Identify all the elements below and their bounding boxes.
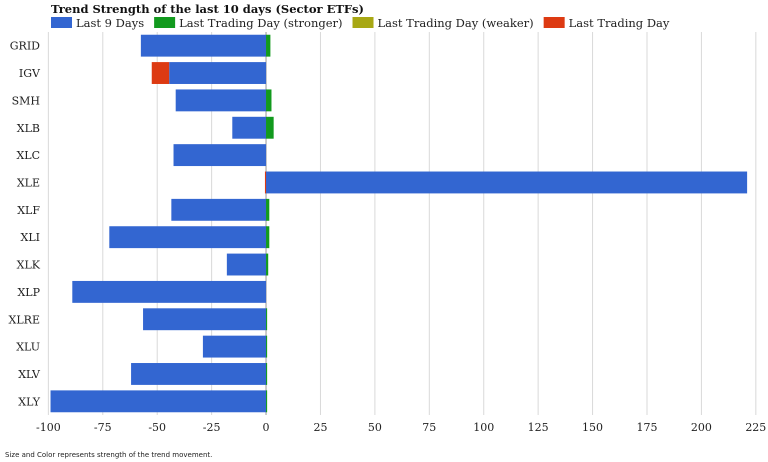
category-label: XLK <box>17 259 41 272</box>
x-tick-label: -25 <box>203 421 221 434</box>
grid <box>47 32 757 415</box>
bar-segment <box>266 198 270 221</box>
legend-swatch <box>543 17 565 28</box>
bar-segment <box>266 226 270 249</box>
bar-segment <box>140 34 267 57</box>
category-label: GRID <box>10 40 40 53</box>
category-label: XLP <box>17 286 40 299</box>
bar-segment <box>171 198 267 221</box>
bar-segment <box>151 62 170 84</box>
x-tick-label: 50 <box>368 421 382 434</box>
bar-segment <box>266 171 748 194</box>
legend-entry: Last 9 Days <box>76 16 144 30</box>
category-label: XLC <box>16 149 40 162</box>
bar-segment <box>266 253 269 276</box>
bar-segment <box>72 280 267 303</box>
category-label: XLF <box>17 204 40 217</box>
bar-segment <box>264 171 267 194</box>
bar-segment <box>266 363 268 385</box>
footnote: Size and Color represents strength of th… <box>5 451 213 459</box>
x-tick-label: 175 <box>636 421 657 434</box>
legend-swatch <box>154 17 176 28</box>
bar-segment <box>173 144 267 167</box>
bar-segment <box>50 390 267 413</box>
bar-segment <box>226 253 267 276</box>
category-label: XLY <box>18 395 40 408</box>
x-tick-label: -100 <box>36 421 61 434</box>
x-tick-label: 150 <box>582 421 603 434</box>
bar-segment <box>266 335 268 358</box>
category-label: IGV <box>19 67 41 80</box>
legend-entry: Last Trading Day <box>569 16 670 30</box>
legend-swatch <box>51 17 72 28</box>
category-label: XLU <box>16 341 40 354</box>
legend-entry: Last Trading Day (stronger) <box>179 16 342 30</box>
category-label: XLV <box>18 368 41 381</box>
legend: Last 9 Days Last Trading Day (stronger) La… <box>51 16 670 30</box>
x-tick-label: 25 <box>313 421 327 434</box>
category-label: XLRE <box>9 313 40 326</box>
x-tick-label: 200 <box>691 421 712 434</box>
bar-segment <box>266 390 268 413</box>
bar-segment <box>266 308 268 331</box>
bar-segment <box>169 62 267 84</box>
bar-segment <box>175 89 267 112</box>
bar-segment <box>131 363 267 385</box>
category-label: XLE <box>17 176 40 189</box>
category-label: XLI <box>21 231 40 244</box>
legend-entry: Last Trading Day (weaker) <box>378 16 534 30</box>
y-axis-categories: GRID IGV SMH XLB XLC XLE XLF XLI XLK XLP XLRE XLU XL… <box>9 40 42 409</box>
category-label: XLB <box>17 122 40 135</box>
bar-segment <box>232 116 267 139</box>
x-tick-label: 75 <box>422 421 436 434</box>
x-axis-ticks: -100 -75 -50 -25 0 25 50 75 100 125 150 175 200 225 <box>36 421 766 434</box>
x-tick-label: -75 <box>94 421 112 434</box>
chart-title: Trend Strength of the last 10 days (Sect… <box>51 2 364 16</box>
trend-strength-chart: -100 -75 -50 -25 0 25 50 75 100 125 150 175 200 225 G… <box>9 2 767 434</box>
x-tick-label: 125 <box>528 421 549 434</box>
x-tick-label: 225 <box>745 421 766 434</box>
x-tick-label: 0 <box>263 421 270 434</box>
bar-segment <box>266 116 274 139</box>
bar-segment <box>109 226 267 249</box>
x-tick-label: 100 <box>473 421 494 434</box>
category-label: SMH <box>12 94 40 107</box>
bars <box>50 34 748 413</box>
bar-segment <box>266 34 271 57</box>
bar-segment <box>202 335 267 358</box>
x-tick-label: -50 <box>148 421 166 434</box>
legend-swatch <box>352 17 374 28</box>
bar-segment <box>143 308 267 331</box>
bar-segment <box>266 89 272 112</box>
